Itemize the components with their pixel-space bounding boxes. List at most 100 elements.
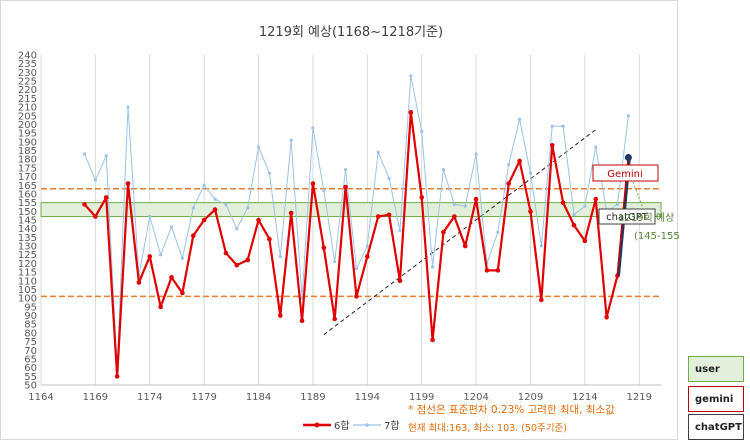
series-7sum-point xyxy=(409,74,413,78)
forecast-label: 1219회 예상 xyxy=(618,212,674,224)
x-tick-label: 1174 xyxy=(137,392,162,403)
y-tick-label: 175 xyxy=(18,163,37,174)
series-6sum-point xyxy=(277,313,283,318)
series-6sum-point xyxy=(201,217,207,223)
y-tick-label: 80 xyxy=(24,328,37,339)
series-7sum-point xyxy=(365,244,369,248)
legend-marker-7sum xyxy=(365,423,369,427)
chatgpt-label: chatGPT xyxy=(606,212,649,223)
y-tick-label: 85 xyxy=(24,320,37,331)
axis-layer: 1164 1169 1174 1179 1184 1189 1194 1199 1204 1209… xyxy=(18,51,661,403)
series-6sum-point xyxy=(288,210,294,216)
y-tick-label: 115 xyxy=(18,268,37,279)
series-7sum-point xyxy=(561,124,565,128)
series-6sum-point xyxy=(180,290,185,296)
series-7sum-point xyxy=(474,152,478,156)
series-7sum-point xyxy=(256,145,261,149)
y-tick-label: 240 xyxy=(18,51,37,62)
series-7sum-point xyxy=(246,206,250,210)
legend: 6합 7합 xyxy=(303,420,400,432)
series-6sum-point xyxy=(223,250,229,256)
y-tick-label: 180 xyxy=(18,155,37,166)
y-tick-label: 130 xyxy=(18,242,37,253)
y-tick-label: 170 xyxy=(18,172,37,183)
x-tick-label: 1194 xyxy=(355,392,380,403)
series-6sum-point xyxy=(560,200,566,205)
series-6sum-point xyxy=(212,207,218,212)
series-6sum-point xyxy=(169,275,174,280)
forecast-arrow xyxy=(632,181,644,209)
series-6sum-point xyxy=(256,217,261,223)
series-6sum-point xyxy=(299,318,305,324)
series-7sum-point xyxy=(528,171,533,175)
series-6sum-point xyxy=(452,214,457,219)
series-6sum-point xyxy=(419,195,425,200)
series-6sum-point xyxy=(82,202,87,207)
y-tick-label: 145 xyxy=(18,216,37,227)
series-6sum-point xyxy=(136,280,142,285)
x-tick-label: 1209 xyxy=(518,392,543,403)
legend-label-7sum: 7합 xyxy=(384,420,400,432)
legend-box-gemini: gemini xyxy=(688,386,744,412)
series-7sum-point xyxy=(224,202,228,206)
gemini-label-box xyxy=(592,164,659,182)
series-7sum-point xyxy=(104,154,108,158)
y-tick-label: 205 xyxy=(18,111,37,122)
y-tick-label: 190 xyxy=(18,137,37,148)
series-6sum-point xyxy=(343,184,348,190)
y-tick-label: 210 xyxy=(18,103,37,114)
series-7sum-point xyxy=(550,124,554,128)
gemini-label: Gemini xyxy=(607,169,643,180)
y-tick-label: 75 xyxy=(24,337,37,348)
y-tick-label: 185 xyxy=(18,146,37,157)
series-7sum-point xyxy=(420,129,424,134)
sum-trend-chart: 1219회 예상(1168~1218기준) 1164 1169 1174 1179 11… xyxy=(18,25,679,434)
x-tick-label: 1179 xyxy=(191,392,216,403)
series-7sum-point xyxy=(376,150,380,154)
series-6sum-point xyxy=(441,229,446,235)
series-6sum-point xyxy=(571,222,577,228)
series-7sum-point xyxy=(626,114,630,118)
y-tick-label: 65 xyxy=(24,354,37,365)
series-6sum-point xyxy=(158,304,163,310)
y-tick-label: 200 xyxy=(18,120,37,131)
chart-title: 1219회 예상(1168~1218기준) xyxy=(259,25,443,40)
series-7sum-point xyxy=(441,168,446,172)
series-6sum-point xyxy=(234,262,240,268)
series-6sum-point xyxy=(539,297,544,303)
series-6sum-point xyxy=(604,314,609,320)
series-6sum-point xyxy=(125,181,131,186)
legend-marker-6sum xyxy=(314,422,320,428)
series-6sum-point xyxy=(430,337,435,343)
y-tick-label: 165 xyxy=(18,181,37,192)
x-tick-label: 1199 xyxy=(409,392,434,403)
series-6sum-point xyxy=(365,254,370,259)
series-6sum-point xyxy=(506,181,512,186)
series-6sum-point xyxy=(245,257,250,263)
series-6sum-point xyxy=(267,236,272,242)
series-layer xyxy=(82,74,630,379)
series-7sum-point xyxy=(343,168,348,172)
series-6sum-point xyxy=(473,196,479,202)
chatgpt-label-box xyxy=(598,208,656,225)
series-7sum-point xyxy=(180,256,185,260)
y-tick-label: 70 xyxy=(24,346,37,357)
series-7sum-point xyxy=(583,204,587,208)
series-6sum-point xyxy=(484,268,490,273)
series-6sum-point xyxy=(375,214,381,219)
x-tick-label: 1164 xyxy=(28,392,53,403)
series-6sum-point xyxy=(397,278,403,284)
series-6sum-point xyxy=(103,195,109,200)
y-tick-label: 155 xyxy=(18,198,37,209)
series-7sum-point xyxy=(289,138,293,142)
series-7sum-point xyxy=(322,188,326,193)
series-6sum-line xyxy=(83,111,619,378)
y-tick-label: 230 xyxy=(18,68,37,79)
series-6sum-point xyxy=(147,254,153,259)
series-7sum-point xyxy=(93,178,97,182)
y-tick-label: 160 xyxy=(18,189,37,200)
series-7sum-point xyxy=(387,176,391,180)
note-std-dev: * 점선은 표준편차 0.23% 고려한 최대, 최소값 xyxy=(408,403,615,416)
series-7sum-point xyxy=(213,197,217,201)
prediction-point xyxy=(624,153,632,161)
